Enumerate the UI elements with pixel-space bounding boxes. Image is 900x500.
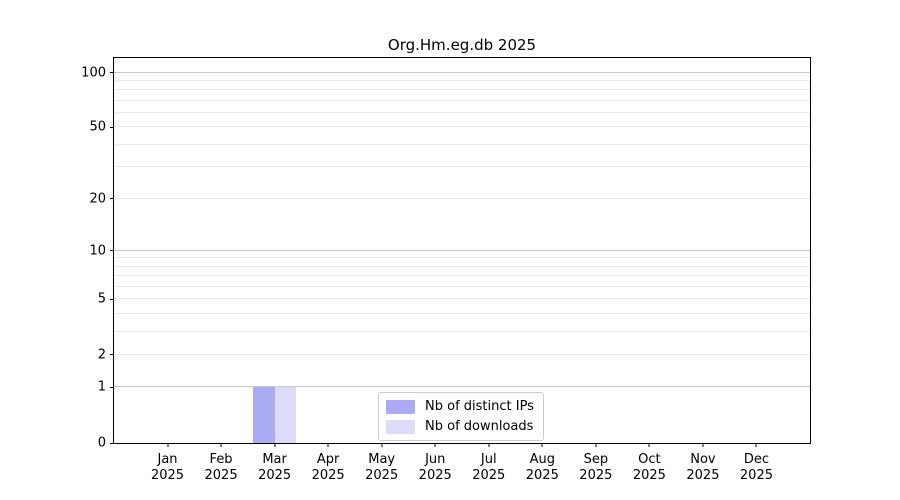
x-tick (434, 443, 436, 447)
bars-layer (114, 58, 810, 443)
x-tick-label-year: 2025 (204, 468, 238, 483)
gridline-minor (114, 257, 810, 259)
x-tick-label-month: Nov (690, 452, 716, 467)
x-tick-label-month: Oct (638, 452, 661, 467)
x-tick (167, 443, 169, 447)
x-tick (541, 443, 543, 447)
y-axis: 0 1 2 5 10 20 50 100 (81, 58, 810, 451)
x-tick (274, 443, 276, 447)
x-tick-label: Mar 2025 (240, 452, 310, 484)
x-tick-label: Oct 2025 (614, 452, 684, 484)
legend-item: Nb of downloads (386, 419, 534, 434)
gridline-minor (114, 298, 810, 300)
gridline-minor (114, 166, 810, 168)
gridline-minor (114, 111, 810, 113)
bar-distinct-ips (253, 387, 275, 443)
x-tick-label-month: Aug (529, 452, 555, 467)
y-tick (110, 250, 114, 251)
y-tick-label: 1 (97, 379, 106, 395)
y-tick (110, 126, 114, 128)
legend-label: Nb of distinct IPs (425, 399, 534, 414)
y-tick-label: 10 (89, 243, 106, 258)
gridline-major (114, 71, 810, 73)
y-tick-label: 2 (97, 347, 106, 363)
x-tick-label: May 2025 (347, 452, 417, 484)
x-tick (702, 443, 704, 447)
x-tick-label-month: May (368, 452, 396, 467)
x-tick-label-month: Dec (743, 452, 770, 467)
gridline-major (114, 386, 810, 388)
x-tick-label-month: Feb (209, 452, 233, 467)
gridline-minor (114, 89, 810, 91)
gridline-minor (114, 79, 810, 81)
x-tick (327, 443, 329, 447)
gridline-minor (114, 265, 810, 267)
x-tick-label-month: Sep (583, 452, 609, 467)
gridline-minor (114, 312, 810, 314)
gridline-major (114, 249, 810, 251)
gridline-minor (114, 143, 810, 145)
x-tick-label-month: Mar (262, 452, 287, 467)
x-tick (755, 443, 757, 447)
x-tick-label: Jul 2025 (454, 452, 524, 484)
gridline-minor (114, 99, 810, 101)
x-tick-label-month: Jul (480, 452, 497, 467)
x-tick-label-month: Apr (316, 452, 340, 467)
gridline-minor (114, 285, 810, 287)
legend-item: Nb of distinct IPs (386, 399, 534, 414)
y-tick-label: 20 (89, 191, 106, 207)
x-tick-label-year: 2025 (579, 468, 613, 483)
legend: Nb of distinct IPs Nb of downloads (378, 392, 544, 441)
legend-swatch (386, 419, 415, 434)
x-tick-label: Sep 2025 (561, 452, 631, 484)
chart-title: Org.Hm.eg.db 2025 (387, 36, 537, 54)
x-tick-label-year: 2025 (686, 468, 720, 483)
x-tick (648, 443, 650, 447)
y-tick (110, 442, 114, 444)
plot-area: 0 1 2 5 10 20 50 100 Jan 2025 Feb 2025 Mar 2025 Apr 20… (81, 57, 811, 483)
y-tick (110, 386, 114, 388)
x-tick-label: Nov 2025 (668, 452, 738, 484)
x-tick-label-year: 2025 (418, 468, 452, 483)
x-tick-label-month: Jun (425, 452, 446, 467)
gridline-minor (114, 126, 810, 128)
x-tick-label: Apr 2025 (293, 452, 363, 484)
x-tick-label: Aug 2025 (507, 452, 577, 484)
x-tick-label: Jan 2025 (133, 452, 203, 484)
y-tick (110, 298, 114, 300)
gridline-minor (114, 353, 810, 355)
gridlines-layer (114, 58, 810, 443)
y-tick-label: 5 (97, 291, 106, 307)
legend-swatch (386, 399, 415, 414)
x-tick-label-year: 2025 (525, 468, 559, 483)
x-tick-label: Dec 2025 (721, 452, 791, 484)
y-tick (110, 198, 114, 200)
y-tick-label: 50 (89, 119, 106, 135)
x-tick-label-year: 2025 (311, 468, 345, 483)
x-tick-label-year: 2025 (150, 468, 185, 483)
x-tick-label-year: 2025 (632, 468, 666, 483)
bar-downloads (274, 387, 297, 443)
x-axis: Jan 2025 Feb 2025 Mar 2025 Apr 2025 May 2025 Jun 20… (114, 58, 810, 483)
x-tick-label-year: 2025 (472, 468, 506, 483)
x-tick-label-year: 2025 (258, 468, 292, 483)
gridline-minor (114, 197, 810, 199)
gridline-minor (114, 275, 810, 277)
x-tick-label: Feb 2025 (186, 452, 256, 484)
x-tick (220, 443, 222, 447)
y-tick (110, 72, 114, 74)
x-tick-label-month: Jan (157, 452, 178, 467)
gridline-minor (114, 330, 810, 332)
x-tick (381, 443, 383, 447)
legend-label: Nb of downloads (425, 419, 534, 434)
x-tick-label-year: 2025 (739, 468, 773, 483)
x-tick-label-year: 2025 (365, 468, 399, 483)
x-tick (595, 443, 597, 447)
x-tick (488, 443, 490, 447)
x-tick-label: Jun 2025 (400, 452, 470, 484)
y-tick (110, 354, 114, 356)
y-tick-label: 100 (81, 65, 106, 80)
y-tick-label: 0 (97, 435, 106, 451)
